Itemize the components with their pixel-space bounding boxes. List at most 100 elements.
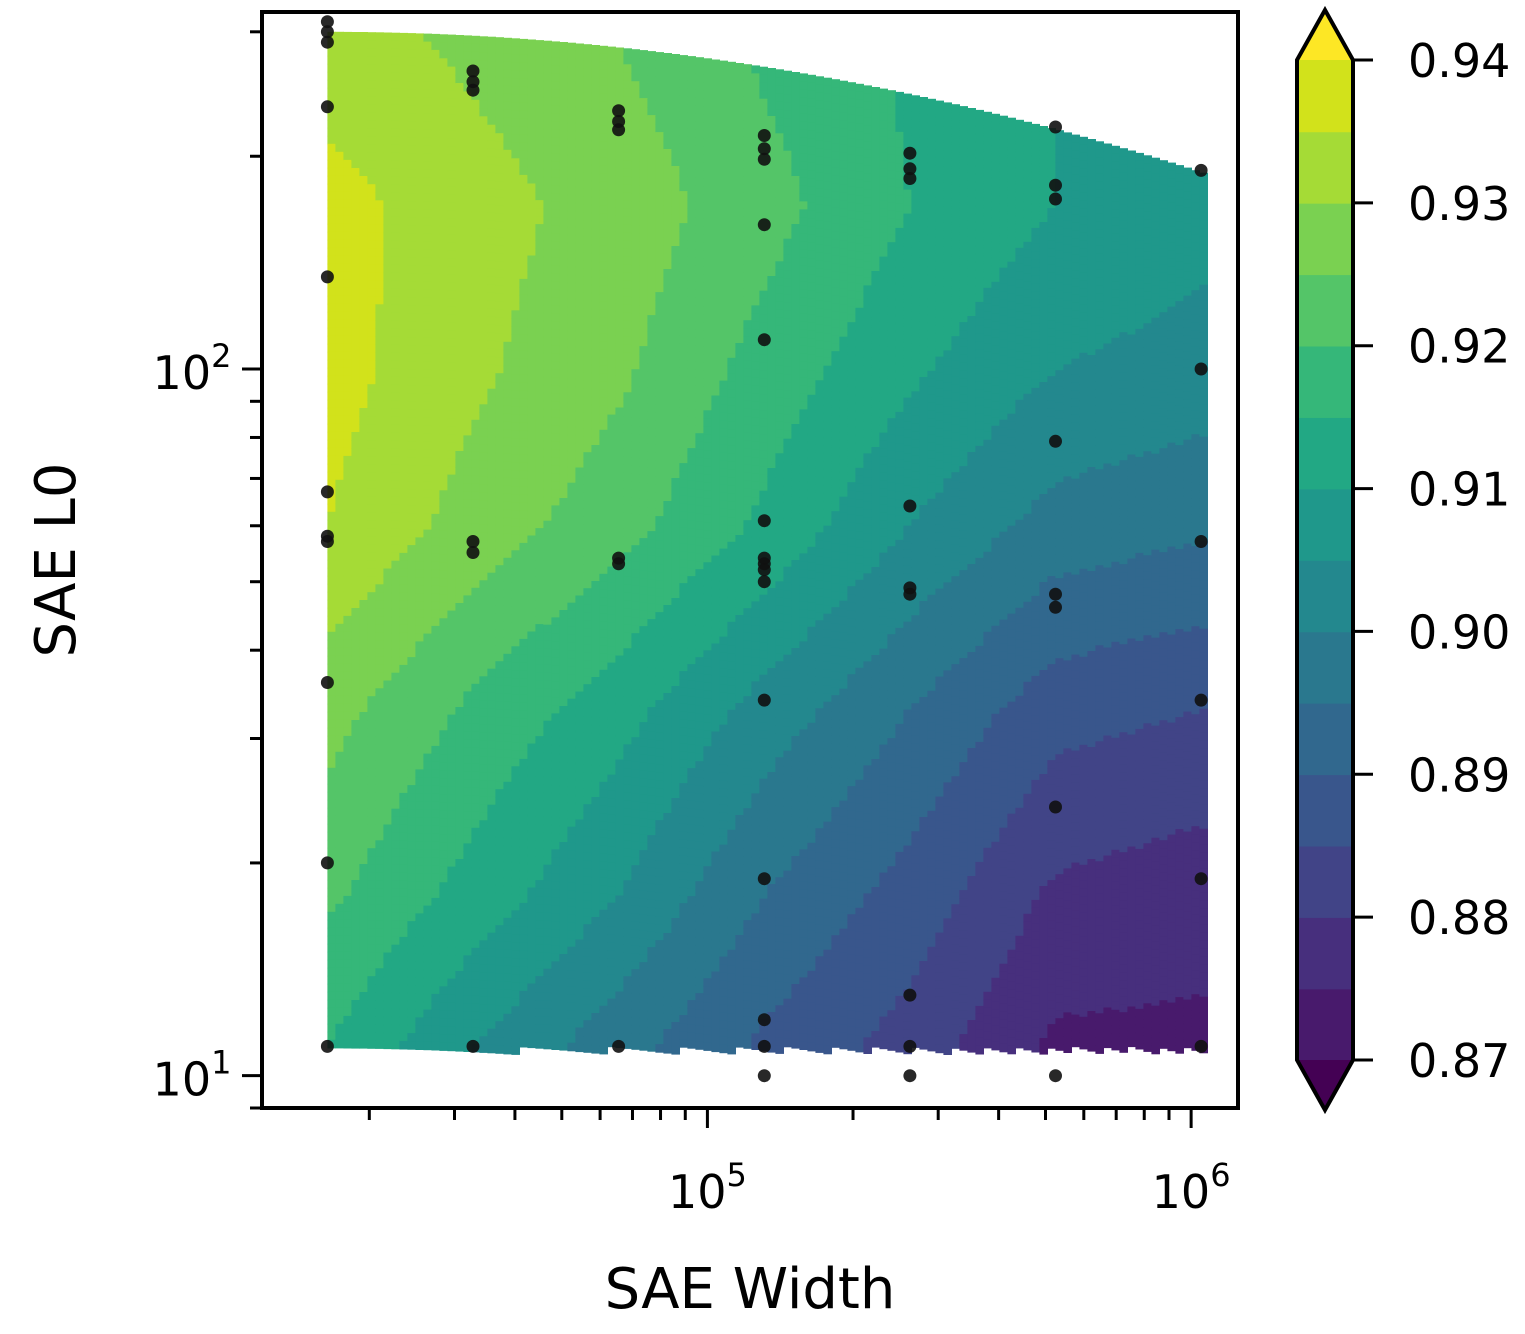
contour-cell (327, 767, 336, 777)
contour-cell (519, 606, 528, 616)
contour-cell (479, 436, 488, 445)
contour-cell (439, 474, 448, 483)
contour-cell (503, 405, 512, 415)
contour-cell (599, 893, 608, 903)
contour-cell (559, 842, 568, 851)
contour-cell (367, 808, 376, 817)
contour-cell (367, 872, 376, 881)
contour-cell (519, 830, 528, 840)
contour-cell (479, 668, 488, 677)
contour-cell (495, 837, 504, 846)
contour-cell (567, 866, 576, 876)
contour-cell (599, 437, 608, 447)
contour-cell (615, 455, 624, 465)
contour-cell (479, 348, 488, 357)
contour-cell (463, 267, 472, 276)
contour-cell (399, 72, 408, 82)
contour-cell (575, 195, 584, 205)
contour-cell (463, 283, 472, 292)
contour-cell (463, 635, 472, 644)
contour-cell (479, 324, 488, 333)
contour-cell (351, 296, 360, 305)
contour-cell (639, 210, 648, 219)
contour-cell (391, 192, 400, 202)
contour-cell (359, 448, 368, 457)
contour-cell (327, 575, 336, 585)
contour-cell (439, 130, 448, 139)
contour-cell (455, 443, 464, 452)
contour-cell (479, 60, 488, 69)
contour-cell (487, 364, 496, 374)
contour-cell (583, 308, 592, 317)
contour-cell (431, 633, 440, 643)
contour-cell (479, 316, 488, 325)
contour-cell (463, 843, 472, 852)
contour-cell (463, 531, 472, 540)
contour-cell (543, 520, 552, 530)
contour-cell (559, 738, 568, 747)
contour-cell (487, 564, 496, 574)
contour-cell (631, 345, 640, 354)
contour-cell (599, 53, 608, 63)
contour-cell (431, 129, 440, 139)
contour-cell (543, 336, 552, 346)
contour-cell (423, 849, 432, 859)
contour-cell (439, 562, 448, 571)
contour-cell (471, 947, 480, 957)
contour-cell (407, 793, 416, 802)
contour-cell (479, 428, 488, 437)
contour-cell (583, 1044, 592, 1053)
contour-cell (327, 839, 336, 849)
contour-cell (583, 900, 592, 909)
contour-cell (343, 1007, 352, 1017)
contour-cell (543, 768, 552, 778)
contour-cell (623, 928, 632, 937)
contour-cell (591, 213, 600, 222)
contour-cell (631, 153, 640, 162)
contour-cell (343, 815, 352, 825)
contour-cell (463, 731, 472, 740)
contour-cell (591, 661, 600, 670)
contour-cell (511, 782, 520, 791)
contour-cell (519, 870, 528, 880)
contour-cell (447, 402, 456, 412)
contour-cell (343, 551, 352, 561)
contour-cell (559, 482, 568, 491)
contour-cell (327, 191, 336, 201)
contour-cell (479, 100, 488, 109)
contour-cell (415, 841, 424, 850)
contour-cell (479, 788, 488, 797)
contour-cell (343, 71, 352, 81)
contour-cell (503, 789, 512, 799)
contour-cell (399, 896, 408, 906)
contour-cell (455, 155, 464, 164)
contour-cell (407, 929, 416, 938)
contour-cell (431, 489, 440, 499)
contour-cell (375, 352, 384, 361)
contour-cell (383, 120, 392, 130)
contour-cell (559, 442, 568, 451)
contour-cell (407, 617, 416, 626)
contour-cell (479, 212, 488, 221)
contour-cell (415, 329, 424, 338)
contour-cell (591, 77, 600, 86)
contour-cell (575, 355, 584, 365)
contour-cell (327, 1007, 336, 1017)
contour-cell (607, 126, 616, 136)
contour-cell (447, 362, 456, 372)
contour-cell (551, 737, 560, 746)
contour-cell (607, 278, 616, 288)
contour-cell (375, 744, 384, 753)
contour-cell (463, 499, 472, 508)
contour-cell (447, 954, 456, 964)
contour-cell (495, 213, 504, 222)
contour-cell (359, 384, 368, 393)
contour-cell (591, 845, 600, 854)
contour-cell (535, 888, 544, 897)
contour-cell (551, 489, 560, 498)
contour-cell (543, 784, 552, 794)
contour-cell (447, 466, 456, 476)
contour-cell (471, 115, 480, 125)
contour-cell (567, 386, 576, 396)
contour-cell (575, 883, 584, 893)
